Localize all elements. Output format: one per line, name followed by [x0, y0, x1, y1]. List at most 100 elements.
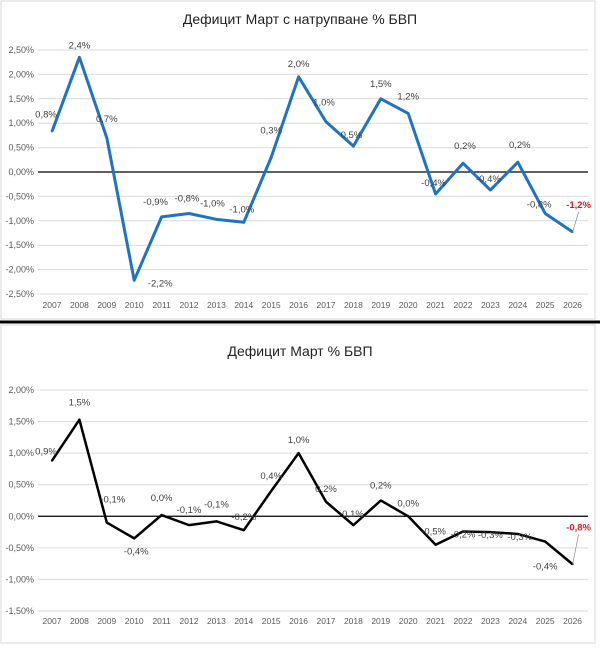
data-point — [462, 530, 464, 533]
x-tick-label: 2007 — [43, 616, 62, 626]
data-point — [489, 531, 492, 534]
x-tick-label: 2025 — [536, 616, 555, 626]
data-label: 1,0% — [288, 435, 310, 446]
y-tick-label: -0,50% — [5, 191, 34, 201]
data-point — [160, 514, 163, 517]
data-label: -1,2% — [566, 200, 591, 211]
x-tick-label: 2017 — [317, 616, 336, 626]
data-point — [325, 120, 327, 123]
data-label: -0,8% — [175, 193, 200, 204]
data-point — [51, 459, 53, 462]
data-label: -0,5% — [421, 527, 446, 538]
data-point — [407, 112, 410, 115]
y-tick-label: -1,50% — [5, 606, 34, 616]
data-point — [379, 97, 382, 100]
x-tick-label: 2019 — [371, 616, 390, 626]
y-tick-label: -1,00% — [5, 574, 34, 584]
data-point — [516, 161, 519, 164]
chart-border — [0, 0, 596, 320]
data-point — [434, 543, 437, 546]
data-label: -0,2% — [231, 512, 256, 523]
data-label: 0,4% — [260, 471, 282, 482]
data-line — [50, 55, 574, 282]
x-tick-label: 2021 — [426, 300, 445, 310]
data-point — [188, 212, 190, 215]
data-label: -0,1% — [204, 499, 229, 510]
data-label: -0,4% — [533, 562, 558, 573]
x-tick-label: 2018 — [344, 616, 363, 626]
data-point — [242, 529, 245, 532]
data-label: 1,0% — [313, 98, 335, 109]
data-label: 0,2% — [370, 481, 392, 492]
x-tick-label: 2022 — [454, 616, 473, 626]
data-point — [352, 524, 355, 527]
data-label: -0,3% — [478, 530, 503, 541]
data-label: -1,0% — [229, 204, 254, 215]
y-tick-label: 0,50% — [8, 143, 34, 153]
data-point — [325, 500, 327, 503]
x-tick-label: 2026 — [563, 616, 582, 626]
data-label: 2,4% — [69, 40, 91, 51]
data-point — [297, 75, 300, 78]
y-tick-label: 0,50% — [8, 480, 34, 490]
data-point — [270, 490, 273, 493]
x-tick-label: 2026 — [563, 300, 582, 310]
y-tick-label: -2,00% — [5, 265, 34, 275]
data-point — [215, 218, 218, 221]
y-tick-label: -0,50% — [5, 543, 34, 553]
y-tick-label: -2,50% — [5, 289, 34, 299]
y-tick-label: 1,50% — [8, 94, 34, 104]
y-tick-label: 2,00% — [8, 69, 34, 79]
data-point — [51, 130, 53, 133]
x-tick-label: 2009 — [97, 300, 116, 310]
x-tick-label: 2014 — [234, 300, 253, 310]
data-label: -0,3% — [507, 532, 532, 543]
leader-line — [572, 534, 579, 565]
data-point — [215, 520, 218, 523]
data-label: -0,8% — [566, 522, 591, 533]
x-tick-label: 2007 — [43, 300, 62, 310]
data-label: -0,2% — [451, 529, 476, 540]
x-tick-label: 2011 — [152, 616, 171, 626]
x-tick-label: 2024 — [508, 300, 527, 310]
data-label: 0,8% — [35, 109, 57, 120]
x-tick-label: 2010 — [125, 300, 144, 310]
data-label: -0,1% — [100, 495, 125, 506]
data-point — [242, 221, 245, 224]
data-label: 2,0% — [288, 59, 310, 70]
data-label: 0,0% — [151, 493, 173, 504]
data-point — [188, 524, 190, 527]
data-point — [544, 212, 547, 215]
y-tick-label: -1,00% — [5, 216, 34, 226]
data-point — [105, 136, 108, 139]
data-label: 1,2% — [397, 91, 419, 102]
data-label: 0,2% — [509, 140, 531, 151]
data-point — [133, 537, 136, 540]
x-tick-label: 2023 — [481, 300, 500, 310]
data-label: -0,4% — [124, 546, 149, 557]
chart-title: Дефицит Март с натрупване % БВП — [183, 11, 417, 27]
chart-title: Дефицит Март % БВП — [227, 343, 372, 359]
x-tick-label: 2018 — [344, 300, 363, 310]
data-label: -0,9% — [143, 197, 168, 208]
data-point — [516, 532, 519, 535]
x-tick-label: 2012 — [180, 300, 199, 310]
data-point — [297, 452, 300, 455]
data-label: 1,5% — [69, 398, 91, 409]
data-label: 0,2% — [315, 484, 337, 495]
data-point — [133, 279, 136, 282]
x-tick-label: 2019 — [371, 300, 390, 310]
data-label: 0,0% — [397, 498, 419, 509]
data-point — [544, 540, 547, 543]
x-tick-label: 2022 — [454, 300, 473, 310]
x-tick-label: 2017 — [317, 300, 336, 310]
y-tick-label: -1,50% — [5, 240, 34, 250]
data-label: 1,5% — [370, 79, 392, 90]
data-label: -0,1% — [339, 509, 364, 520]
x-tick-label: 2023 — [481, 616, 500, 626]
y-tick-label: 0,00% — [8, 511, 34, 521]
data-label: 0,2% — [454, 141, 476, 152]
x-tick-label: 2016 — [289, 616, 308, 626]
data-point — [78, 418, 81, 421]
data-label: 0,7% — [96, 114, 118, 125]
